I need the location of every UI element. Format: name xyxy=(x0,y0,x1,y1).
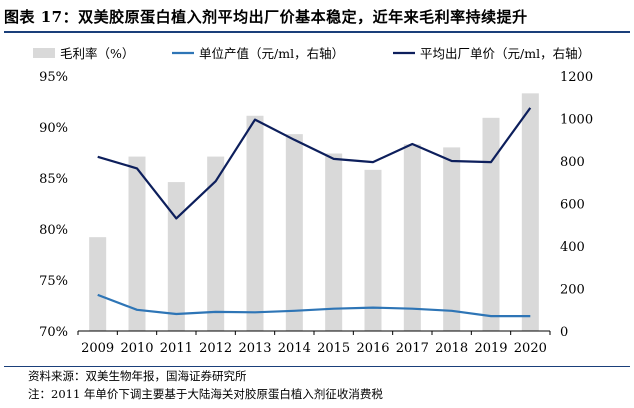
left-tick-label: 95% xyxy=(39,70,68,85)
bottom-rule xyxy=(4,366,630,367)
bar-2013 xyxy=(246,115,264,331)
bar-2010 xyxy=(128,156,146,331)
right-tick-label: 600 xyxy=(560,198,585,213)
legend: 毛利率（%） 单位产值（元/ml，右轴） 平均出厂单价（元/ml，右轴） xyxy=(33,46,590,61)
unit-price-line xyxy=(97,293,531,318)
right-tick-label: 1000 xyxy=(560,113,593,128)
x-tick-label-2014: 2014 xyxy=(278,341,311,356)
legend-avg-price-label: 平均出厂单价（元/ml，右轴） xyxy=(420,46,590,61)
chart: 2009 2010 2011 2012 2013 2014 2015 2016 2017 2018… xyxy=(33,46,593,356)
left-tick-label: 85% xyxy=(39,172,68,187)
bar-2020 xyxy=(521,93,539,331)
source-note: 资料来源：双美生物年报，国海证券研究所 xyxy=(28,369,247,383)
bar-2015 xyxy=(325,153,343,331)
x-tick-label-2019: 2019 xyxy=(474,341,507,356)
left-tick-label: 80% xyxy=(39,223,68,238)
left-tick-label: 70% xyxy=(39,325,68,340)
right-tick-label: 800 xyxy=(560,155,585,170)
legend-unit-price-label: 单位产值（元/ml，右轴） xyxy=(199,46,344,61)
x-tick-label-2016: 2016 xyxy=(356,341,389,356)
footnote: 注：2011 年单价下调主要基于大陆海关对胶原蛋白植入剂征收消费税 xyxy=(28,387,383,401)
bar-2019 xyxy=(482,117,500,331)
left-tick-label: 90% xyxy=(39,121,68,136)
bar-2018 xyxy=(443,147,461,331)
axes-group: 2009 2010 2011 2012 2013 2014 2015 2016 2017 2018… xyxy=(39,70,593,356)
x-tick-label-2010: 2010 xyxy=(120,341,153,356)
x-tick-label-2015: 2015 xyxy=(317,341,350,356)
right-tick-label: 1200 xyxy=(560,70,593,85)
right-tick-label: 200 xyxy=(560,283,585,298)
right-tick-label: 400 xyxy=(560,240,585,255)
bar-2016 xyxy=(364,169,382,331)
bar-2012 xyxy=(207,156,225,331)
x-tick-label-2012: 2012 xyxy=(199,341,232,356)
bar-2011 xyxy=(167,182,185,331)
x-tick-label-2020: 2020 xyxy=(514,341,547,356)
title-rule xyxy=(4,31,630,33)
x-tick-label-2018: 2018 xyxy=(435,341,468,356)
bars-group xyxy=(89,93,539,331)
legend-bar-label: 毛利率（%） xyxy=(60,46,134,61)
left-tick-label: 75% xyxy=(39,274,68,289)
bar-2009 xyxy=(89,237,107,331)
avg-price-line xyxy=(97,107,532,220)
x-tick-label-2017: 2017 xyxy=(396,341,429,356)
x-tick-label-2013: 2013 xyxy=(238,341,271,356)
lines-group xyxy=(97,107,532,318)
chart-title: 图表 17：双美胶原蛋白植入剂平均出厂价基本稳定，近年来毛利率持续提升 xyxy=(4,8,528,26)
legend-bar-swatch xyxy=(33,48,55,58)
right-tick-label: 0 xyxy=(560,325,568,340)
bar-2014 xyxy=(285,134,303,331)
x-tick-label-2011: 2011 xyxy=(160,341,193,356)
x-tick-label-2009: 2009 xyxy=(81,341,114,356)
bar-2017 xyxy=(403,144,421,331)
